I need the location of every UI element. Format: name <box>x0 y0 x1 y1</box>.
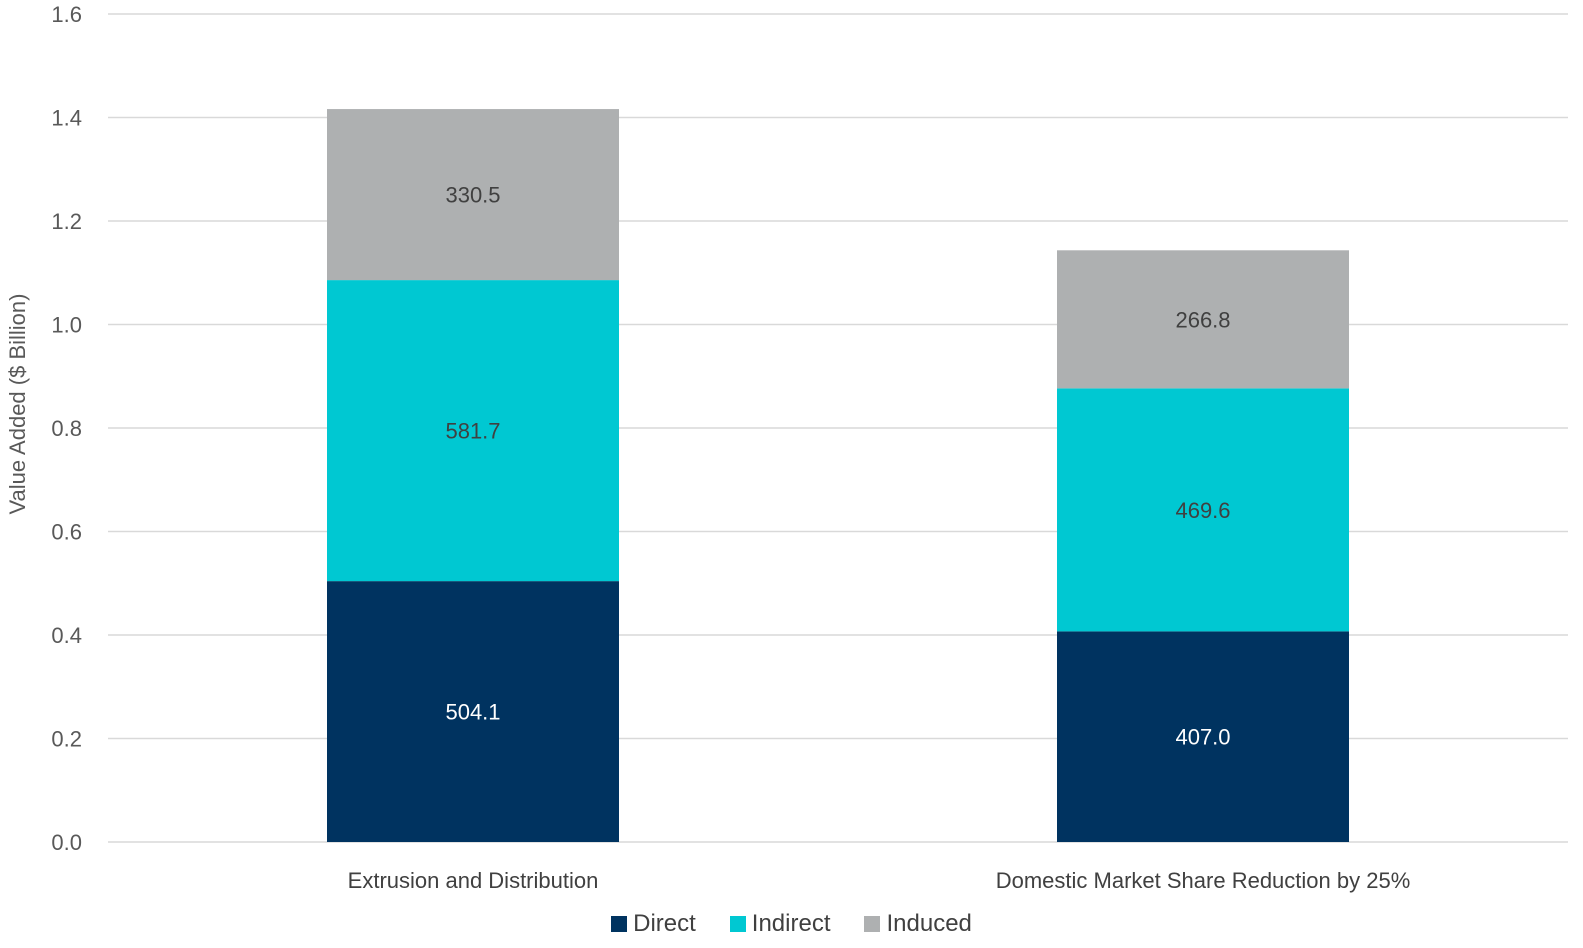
legend-item-indirect: Indirect <box>729 910 831 938</box>
data-labels: 504.1 581.7 330.5 407.0 469.6 266.8 <box>445 183 1230 750</box>
x-axis-categories: Extrusion and Distribution Domestic Marke… <box>348 868 1411 893</box>
legend-label: Indirect <box>751 910 831 937</box>
y-tick-label: 0.4 <box>51 623 82 648</box>
bar-segment-indirect <box>327 280 619 582</box>
bar-segment-indirect <box>1057 388 1349 632</box>
legend: Direct Indirect Induced <box>0 906 1583 942</box>
bar-segments <box>327 109 1349 842</box>
data-label-induced: 266.8 <box>1175 307 1230 332</box>
bar-segment-direct <box>327 581 619 842</box>
bar-segment-direct <box>1057 631 1349 842</box>
y-tick-label: 1.6 <box>51 2 82 27</box>
legend-item-induced: Induced <box>864 910 972 938</box>
y-tick-label: 1.4 <box>51 106 82 131</box>
y-axis-ticks: 0.0 0.2 0.4 0.6 0.8 1.0 1.2 1.4 1.6 <box>51 2 82 855</box>
legend-swatch <box>611 916 628 932</box>
legend-item-direct: Direct <box>611 910 696 938</box>
y-axis-title: Value Added ($ Billion) <box>5 294 30 515</box>
data-label-indirect: 581.7 <box>445 419 500 444</box>
bar-segment-induced <box>327 109 619 281</box>
y-tick-label: 0.6 <box>51 520 82 545</box>
data-label-induced: 330.5 <box>445 183 500 208</box>
legend-swatch <box>864 916 881 932</box>
data-label-direct: 407.0 <box>1175 725 1230 750</box>
x-category-label: Extrusion and Distribution <box>348 868 599 893</box>
data-label-indirect: 469.6 <box>1175 498 1230 523</box>
x-category-label: Domestic Market Share Reduction by 25% <box>996 868 1411 893</box>
y-tick-label: 0.0 <box>51 830 82 855</box>
legend-label: Direct <box>633 910 696 937</box>
y-tick-label: 1.2 <box>51 209 82 234</box>
data-label-direct: 504.1 <box>445 700 500 725</box>
y-tick-label: 0.2 <box>51 727 82 752</box>
y-tick-label: 1.0 <box>51 313 82 338</box>
bar-segment-induced <box>1057 250 1349 389</box>
y-tick-label: 0.8 <box>51 416 82 441</box>
legend-swatch <box>729 916 746 932</box>
legend-label: Induced <box>886 910 972 937</box>
